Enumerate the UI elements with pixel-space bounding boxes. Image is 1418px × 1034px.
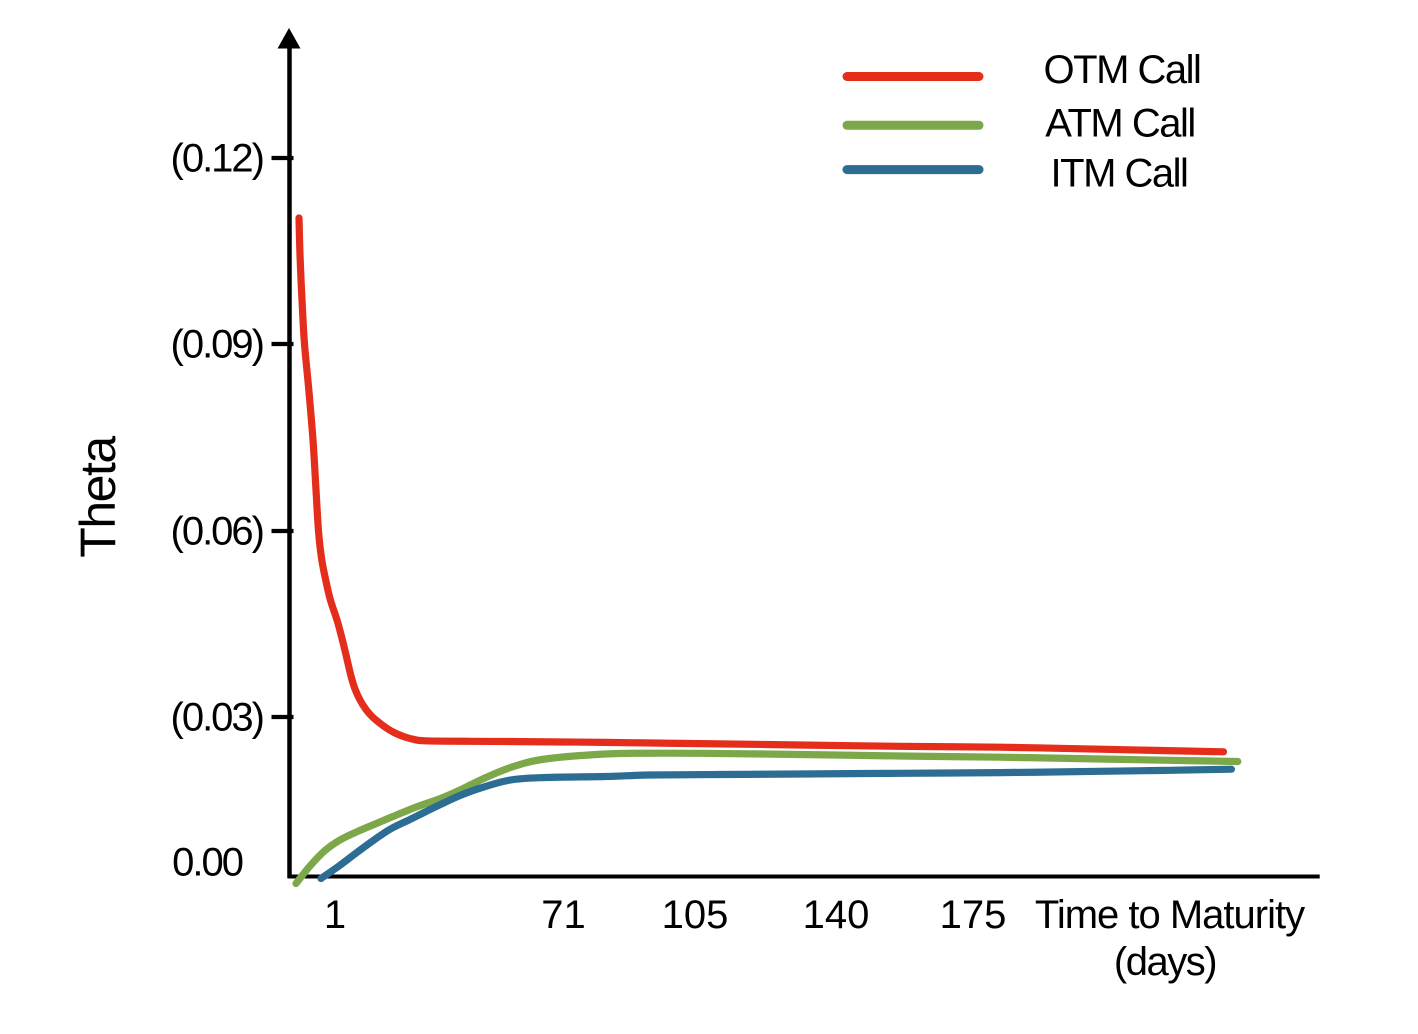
svg-text:(0.09): (0.09) <box>171 323 264 367</box>
svg-text:ATM Call: ATM Call <box>1045 102 1194 146</box>
svg-text:105: 105 <box>662 893 729 937</box>
svg-text:(0.06): (0.06) <box>171 510 264 554</box>
svg-text:Time to Maturity: Time to Maturity <box>1035 893 1305 937</box>
svg-text:(days): (days) <box>1114 940 1216 984</box>
svg-text:1: 1 <box>324 893 346 937</box>
svg-text:Theta: Theta <box>70 436 126 558</box>
svg-text:71: 71 <box>541 893 586 937</box>
svg-text:OTM Call: OTM Call <box>1044 48 1201 92</box>
svg-text:0.00: 0.00 <box>172 841 243 885</box>
svg-text:140: 140 <box>803 893 870 937</box>
svg-text:ITM Call: ITM Call <box>1051 152 1188 196</box>
svg-text:(0.03): (0.03) <box>171 696 264 740</box>
svg-text:175: 175 <box>940 893 1007 937</box>
svg-text:(0.12): (0.12) <box>171 137 264 181</box>
